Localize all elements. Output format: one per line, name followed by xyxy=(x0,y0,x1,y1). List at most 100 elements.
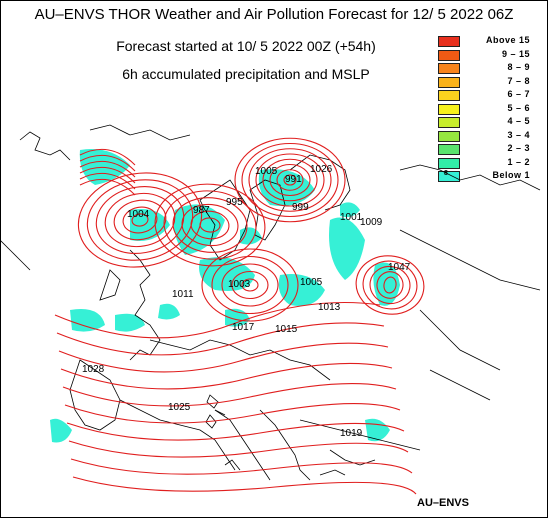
isobar-label: 1025 xyxy=(168,402,191,413)
legend-label: 2 – 3 xyxy=(507,143,530,153)
precipitation-legend: Above 15 9 – 15 8 – 9 7 – 8 6 – 7 5 – 6 4 – 5 3… xyxy=(438,35,544,184)
isobar-label: 1028 xyxy=(82,364,105,375)
isobar xyxy=(58,342,389,373)
isobar xyxy=(95,186,185,254)
isobar-label: 999 xyxy=(292,202,309,213)
isobar xyxy=(79,154,136,172)
legend-swatch xyxy=(438,49,460,61)
field-description: 6h accumulated precipitation and MSLP xyxy=(122,66,370,82)
isobar xyxy=(255,153,325,207)
isobar xyxy=(104,192,176,248)
isobar xyxy=(79,160,136,178)
isobar xyxy=(79,148,136,166)
legend-swatch xyxy=(438,157,460,169)
isobar-label: 1005 xyxy=(300,277,323,288)
isobar xyxy=(383,276,397,294)
isobar xyxy=(56,322,385,356)
isobar xyxy=(369,265,411,305)
isobar xyxy=(79,166,136,184)
isobar xyxy=(262,158,318,202)
isobar xyxy=(241,278,259,292)
legend-row: 2 – 3 xyxy=(438,143,544,157)
isobar xyxy=(64,403,401,424)
legend-row: 4 – 5 xyxy=(438,116,544,130)
forecast-start-text: Forecast started at 10/ 5 2022 00Z (+54h… xyxy=(116,38,376,54)
legend-row: 5 – 6 xyxy=(438,103,544,117)
legend-row: 8 – 9 xyxy=(438,62,544,76)
legend-label: 6 – 7 xyxy=(507,89,530,99)
isobar xyxy=(362,260,418,310)
isobar-label: 1009 xyxy=(360,217,383,228)
legend-swatch xyxy=(438,130,460,142)
isobar xyxy=(181,203,239,247)
isobar xyxy=(201,248,299,322)
page-title: AU–ENVS THOR Weather and Air Pollution F… xyxy=(34,6,514,23)
legend-row: 1 – 2 xyxy=(438,157,544,171)
legend-row: 8 Below 1 xyxy=(438,170,544,184)
isobar-label: 1005 xyxy=(255,166,278,177)
legend-swatch xyxy=(438,76,460,88)
legend-label: Below 1 xyxy=(492,170,530,180)
legend-label: 8 – 9 xyxy=(507,62,530,72)
isobar xyxy=(248,148,332,212)
legend-swatch xyxy=(438,63,460,74)
isobar-label: 991 xyxy=(285,174,302,185)
isobar xyxy=(131,213,149,227)
legend-swatch xyxy=(438,36,460,47)
isobar-label: 1015 xyxy=(275,324,298,335)
isobar xyxy=(231,270,269,300)
isobar-label: 1004 xyxy=(127,209,150,220)
isobar xyxy=(163,190,257,260)
isobar-label: 1026 xyxy=(310,164,333,175)
isobar xyxy=(269,163,311,197)
isobar-label: 1019 xyxy=(340,428,363,439)
isobar-label: 1017 xyxy=(232,322,255,333)
legend-row: 9 – 15 xyxy=(438,49,544,63)
legend-row: 7 – 8 xyxy=(438,76,544,90)
legend-label: Above 15 xyxy=(485,35,530,45)
legend-label: 3 – 4 xyxy=(507,129,530,140)
isobar xyxy=(72,476,417,495)
legend-swatch-mark: 8 xyxy=(444,170,448,177)
isobar xyxy=(79,178,136,196)
legend-label: 5 – 6 xyxy=(507,102,530,113)
legend-label: 9 – 15 xyxy=(501,48,530,59)
isobar xyxy=(234,137,346,223)
isobar-label: 1013 xyxy=(318,302,341,313)
isobar xyxy=(199,217,221,233)
legend-swatch xyxy=(438,90,460,101)
isobar xyxy=(122,206,158,234)
legend-label: 1 – 2 xyxy=(507,156,530,167)
legend-swatch xyxy=(438,103,460,115)
isobar-label: 1001 xyxy=(340,212,363,223)
isobar xyxy=(60,362,393,390)
isobar xyxy=(70,458,413,475)
isobar xyxy=(154,183,266,267)
legend-swatch xyxy=(438,144,460,155)
isobar xyxy=(54,301,381,339)
isobar-label: 1047 xyxy=(388,262,411,273)
isobar xyxy=(241,142,339,218)
isobar xyxy=(283,174,297,186)
isobar-label: 995 xyxy=(226,197,243,208)
legend-row: 6 – 7 xyxy=(438,89,544,103)
isobar xyxy=(68,440,409,458)
coastlines xyxy=(0,124,541,481)
legend-row: Above 15 xyxy=(438,35,544,49)
isobars xyxy=(54,137,425,495)
isobar xyxy=(376,271,404,299)
isobar-label: 987 xyxy=(193,205,210,216)
isobar xyxy=(211,255,289,315)
legend-label: 7 – 8 xyxy=(507,75,530,86)
isobar xyxy=(355,255,425,315)
isobar xyxy=(66,422,405,441)
isobar-label: 1003 xyxy=(228,279,251,290)
isobar-label: 1011 xyxy=(172,289,194,300)
legend-swatch xyxy=(438,117,460,128)
legend-swatch: 8 xyxy=(438,170,460,182)
isobar xyxy=(221,263,279,307)
isobar xyxy=(172,197,248,253)
legend-row: 3 – 4 xyxy=(438,130,544,144)
